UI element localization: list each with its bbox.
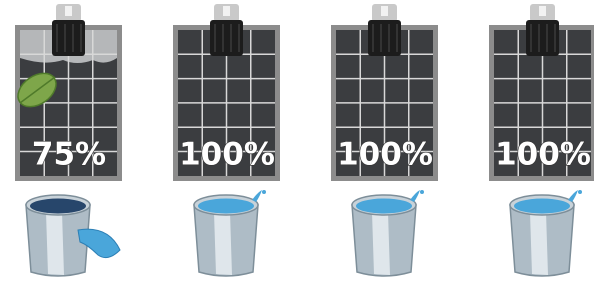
bucket-shine bbox=[214, 212, 232, 275]
junction-cap-highlight bbox=[381, 6, 388, 16]
efficiency-label: 100% bbox=[179, 137, 275, 173]
bucket bbox=[194, 190, 266, 276]
solar-panels-illustration: 75% 100% 100% 100% bbox=[0, 0, 594, 282]
water-drop bbox=[578, 190, 582, 194]
water-drop bbox=[262, 190, 266, 194]
junction-cap-highlight bbox=[539, 6, 546, 16]
water-splash bbox=[568, 190, 578, 202]
panel-group: 75% bbox=[12, 4, 122, 181]
panel-group: 100% bbox=[331, 4, 438, 181]
water-drop bbox=[420, 190, 424, 194]
junction-cap-highlight bbox=[223, 6, 230, 16]
water-splash bbox=[252, 190, 262, 202]
bucket-water bbox=[356, 199, 412, 214]
efficiency-label: 100% bbox=[495, 137, 591, 173]
bucket-shine bbox=[46, 212, 64, 275]
water-splash bbox=[410, 190, 420, 202]
bucket bbox=[352, 190, 424, 276]
bucket-water bbox=[30, 199, 86, 214]
efficiency-label: 100% bbox=[337, 137, 433, 173]
bucket bbox=[26, 195, 120, 276]
bucket-water bbox=[514, 199, 570, 214]
bucket bbox=[510, 190, 582, 276]
panel-group: 100% bbox=[173, 4, 280, 181]
bucket-shine bbox=[372, 212, 390, 275]
bucket-shine bbox=[530, 212, 548, 275]
panel-group: 100% bbox=[489, 4, 594, 181]
efficiency-label: 75% bbox=[32, 137, 106, 173]
junction-cap-highlight bbox=[65, 6, 72, 16]
bucket-water bbox=[198, 199, 254, 214]
